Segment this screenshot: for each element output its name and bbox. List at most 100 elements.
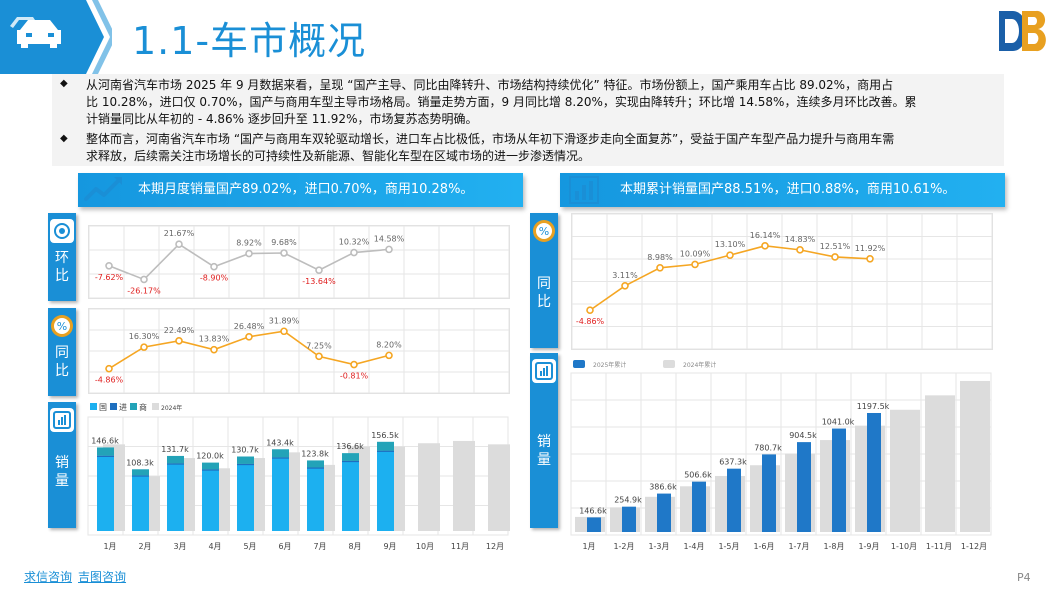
bar-commercial bbox=[307, 460, 324, 468]
bar-chart-icon bbox=[532, 359, 556, 383]
footer-brand-2[interactable]: 吉图咨询 bbox=[78, 570, 127, 584]
x-tick-label: 1月 bbox=[103, 542, 116, 551]
target-icon bbox=[50, 219, 74, 243]
summary-line: 求释放，后续需关注市场增长的可持续性及新能源、智能化车型在区域市场的进一步渗透情… bbox=[86, 149, 591, 163]
bar-domestic bbox=[167, 463, 184, 531]
data-label: 13.83% bbox=[199, 335, 230, 344]
bar-value-label: 131.7k bbox=[161, 445, 189, 454]
footer-brand-1[interactable]: 求信咨询 bbox=[24, 570, 73, 584]
data-label: 11.92% bbox=[855, 244, 886, 253]
data-label: 7.25% bbox=[306, 341, 332, 350]
car-icon bbox=[10, 17, 61, 48]
bar-value-label: 780.7k bbox=[754, 443, 782, 452]
bar-domestic bbox=[97, 455, 114, 531]
data-label: 12.51% bbox=[820, 242, 851, 251]
tab-label: 量 bbox=[537, 452, 551, 468]
data-point bbox=[796, 246, 804, 254]
data-point bbox=[586, 306, 594, 315]
legend-swatch bbox=[130, 403, 137, 410]
data-point bbox=[350, 248, 358, 257]
left-banner: 本期月度销量国产89.02%，进口0.70%，商用10.28%。 bbox=[78, 173, 523, 207]
x-tick-label: 4月 bbox=[208, 542, 221, 551]
data-point bbox=[140, 275, 148, 284]
tab-label: 比 bbox=[55, 268, 69, 284]
data-label: 14.58% bbox=[374, 234, 405, 243]
bar-2024-cumulative bbox=[925, 395, 955, 532]
footer-brand[interactable]: 求信咨询 吉图咨询 bbox=[24, 568, 132, 585]
x-tick-label: 5月 bbox=[243, 542, 256, 551]
data-label: 26.48% bbox=[234, 322, 265, 331]
left-banner-text: 本期月度销量国产89.02%，进口0.70%，商用10.28%。 bbox=[138, 182, 474, 197]
summary-paragraph-2: 整体而言，河南省汽车市场 “国产与商用车双轮驱动增长，进口车占比极低，市场从年初… bbox=[86, 131, 998, 165]
legend-label: 进 bbox=[119, 403, 127, 412]
page-title: 1.1-车市概况 bbox=[132, 19, 367, 63]
data-point bbox=[385, 351, 393, 360]
data-point bbox=[691, 260, 699, 269]
bar-import bbox=[272, 457, 289, 459]
bar-2025-cumulative bbox=[587, 517, 601, 532]
tab-label: 同 bbox=[55, 345, 69, 361]
bar-domestic bbox=[132, 475, 149, 531]
svg-text:%: % bbox=[57, 320, 67, 333]
x-tick-label: 1-4月 bbox=[683, 542, 704, 551]
legend-label: 2025年累计 bbox=[593, 361, 626, 369]
bar-value-label: 120.0k bbox=[196, 452, 224, 461]
bar-commercial bbox=[97, 447, 114, 456]
bar-2025-cumulative bbox=[727, 468, 741, 532]
data-point bbox=[315, 352, 323, 361]
data-point bbox=[656, 263, 664, 272]
bar-2024 bbox=[418, 443, 440, 531]
bar-value-label: 156.5k bbox=[371, 431, 399, 440]
data-label: 9.68% bbox=[271, 238, 297, 247]
bar-import bbox=[377, 450, 394, 452]
data-label: 8.92% bbox=[236, 239, 262, 248]
bar-2025-cumulative bbox=[657, 493, 671, 532]
tab-yoy: % 同 比 bbox=[48, 308, 76, 396]
data-label: 10.32% bbox=[339, 238, 370, 247]
data-point bbox=[280, 327, 288, 336]
data-point bbox=[280, 249, 288, 257]
bar-domestic bbox=[272, 457, 289, 531]
x-tick-label: 11月 bbox=[451, 542, 469, 551]
bar-2024-cumulative bbox=[960, 380, 990, 532]
legend-swatch bbox=[110, 403, 117, 410]
bar-commercial bbox=[167, 455, 184, 464]
bar-import bbox=[202, 469, 219, 471]
bar-2025-cumulative bbox=[762, 454, 776, 532]
data-label: 13.10% bbox=[715, 240, 746, 249]
bar-chart-icon bbox=[50, 408, 74, 432]
data-point bbox=[245, 249, 253, 258]
tab-label: 环 bbox=[55, 250, 69, 266]
data-point bbox=[350, 360, 358, 369]
chart-cumulative-sales: 2025年累计 2024年累计 146.6k 1月 254.9k 1-2月 386.6k 1-… bbox=[570, 360, 992, 551]
x-tick-label: 2月 bbox=[138, 542, 151, 551]
bar-import bbox=[97, 455, 114, 457]
percent-icon: % bbox=[533, 220, 555, 242]
data-label: 8.20% bbox=[376, 340, 402, 349]
legend-label: 2024年 bbox=[161, 404, 182, 412]
tab-label: 量 bbox=[55, 473, 69, 489]
x-tick-label: 8月 bbox=[348, 542, 361, 551]
x-tick-label: 1-10月 bbox=[891, 542, 917, 551]
x-tick-label: 1-12月 bbox=[961, 542, 987, 551]
x-tick-label: 10月 bbox=[416, 542, 434, 551]
bar-domestic bbox=[342, 460, 359, 531]
bar-import bbox=[307, 467, 324, 469]
bar-import bbox=[167, 463, 184, 465]
x-tick-label: 1月 bbox=[582, 542, 595, 551]
summary-line: 整体而言，河南省汽车市场 “国产与商用车双轮驱动增长，进口车占比极低，市场从年初… bbox=[86, 132, 895, 146]
chart-cumulative-yoy: -4.86% 3.11% 8.98% 10.09% 13.10% 16.14% 14.83%… bbox=[571, 213, 993, 350]
data-point bbox=[140, 343, 148, 351]
tab-label: 比 bbox=[55, 363, 69, 379]
bar-2025-cumulative bbox=[867, 412, 881, 532]
x-tick-label: 1-7月 bbox=[788, 542, 809, 551]
bar-2024 bbox=[453, 440, 475, 531]
header-band bbox=[0, 0, 112, 74]
bar-commercial bbox=[342, 453, 359, 461]
bar-domestic bbox=[202, 469, 219, 531]
data-point bbox=[621, 281, 629, 290]
bar-value-label: 146.6k bbox=[579, 506, 607, 515]
tab-cumulative-yoy: % 同 比 bbox=[530, 213, 558, 348]
bar-value-label: 1041.0k bbox=[822, 418, 855, 427]
tab-sales: 销 量 bbox=[48, 402, 76, 528]
